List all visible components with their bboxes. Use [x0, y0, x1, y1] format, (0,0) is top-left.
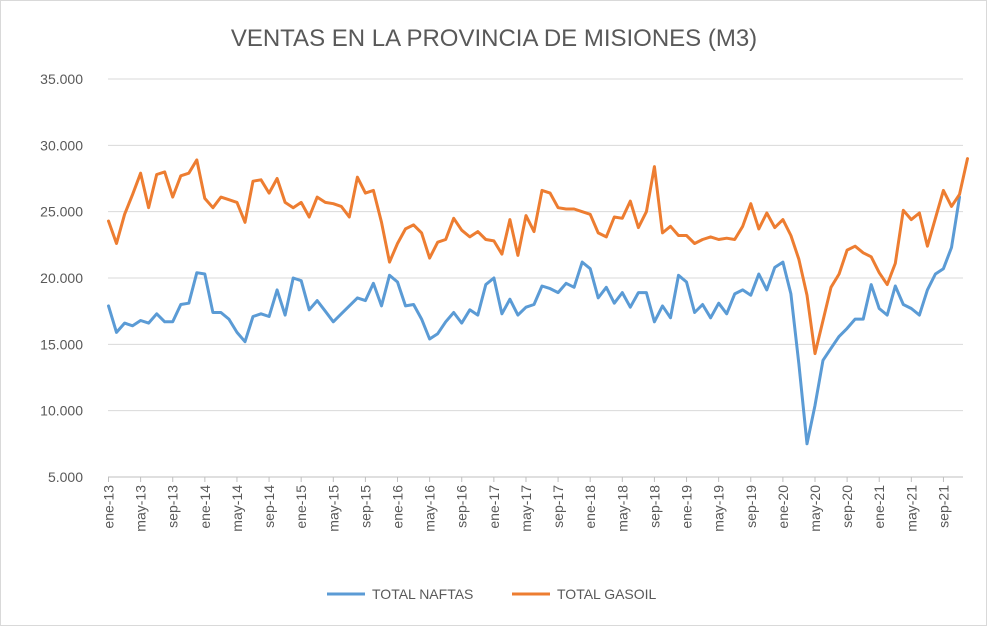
- x-tick-label: sep-19: [743, 485, 759, 528]
- y-tick-label: 10.000: [40, 403, 83, 419]
- x-tick-label: may-13: [133, 485, 149, 532]
- legend-label-naftas: TOTAL NAFTAS: [372, 586, 473, 602]
- x-tick-label: may-15: [325, 485, 341, 532]
- x-tick-label: may-19: [711, 485, 727, 532]
- series-line-naftas: [107, 195, 961, 446]
- x-axis-tick-labels: ene-13 may-13 sep-13 ene-14 may-14 sep-14 ene-…: [101, 477, 951, 532]
- x-tick-label: may-21: [903, 485, 919, 532]
- x-tick-label: may-20: [807, 485, 823, 532]
- x-tick-label: ene-16: [390, 485, 406, 529]
- x-tick-label: ene-21: [871, 485, 887, 529]
- x-tick-label: ene-18: [582, 485, 598, 529]
- x-tick-label: sep-18: [646, 485, 662, 528]
- x-tick-label: sep-14: [261, 485, 277, 528]
- x-tick-label: may-18: [614, 485, 630, 532]
- y-axis-tick-labels: 5.000 10.000 15.000 20.000 25.000 30.000 35.00…: [40, 71, 83, 485]
- x-tick-label: may-16: [422, 485, 438, 532]
- legend-label-gasoil: TOTAL GASOIL: [557, 586, 657, 602]
- y-tick-label: 25.000: [40, 204, 83, 220]
- y-tick-label: 20.000: [40, 270, 83, 286]
- x-tick-label: ene-17: [486, 485, 502, 529]
- x-tick-label: sep-20: [839, 485, 855, 528]
- x-tick-label: ene-15: [293, 485, 309, 529]
- series-lines: [107, 157, 969, 446]
- y-tick-label: 30.000: [40, 137, 83, 153]
- legend: TOTAL NAFTAS TOTAL GASOIL: [327, 586, 657, 602]
- x-tick-label: sep-21: [935, 485, 951, 528]
- x-tick-label: may-14: [229, 485, 245, 532]
- x-tick-label: sep-15: [357, 485, 373, 528]
- x-tick-label: sep-17: [550, 485, 566, 528]
- y-tick-label: 5.000: [48, 469, 83, 485]
- gridlines: [108, 78, 963, 412]
- y-tick-label: 15.000: [40, 336, 83, 352]
- x-tick-label: ene-19: [679, 485, 695, 529]
- x-tick-label: ene-14: [197, 485, 213, 529]
- y-tick-label: 35.000: [40, 71, 83, 87]
- x-tick-label: sep-16: [454, 485, 470, 528]
- x-tick-label: ene-13: [101, 485, 117, 529]
- series-line-gasoil: [107, 157, 969, 356]
- x-tick-label: ene-20: [775, 485, 791, 529]
- x-tick-label: sep-13: [165, 485, 181, 528]
- chart-title: VENTAS EN LA PROVINCIA DE MISIONES (M3): [231, 25, 757, 52]
- x-tick-label: may-17: [518, 485, 534, 532]
